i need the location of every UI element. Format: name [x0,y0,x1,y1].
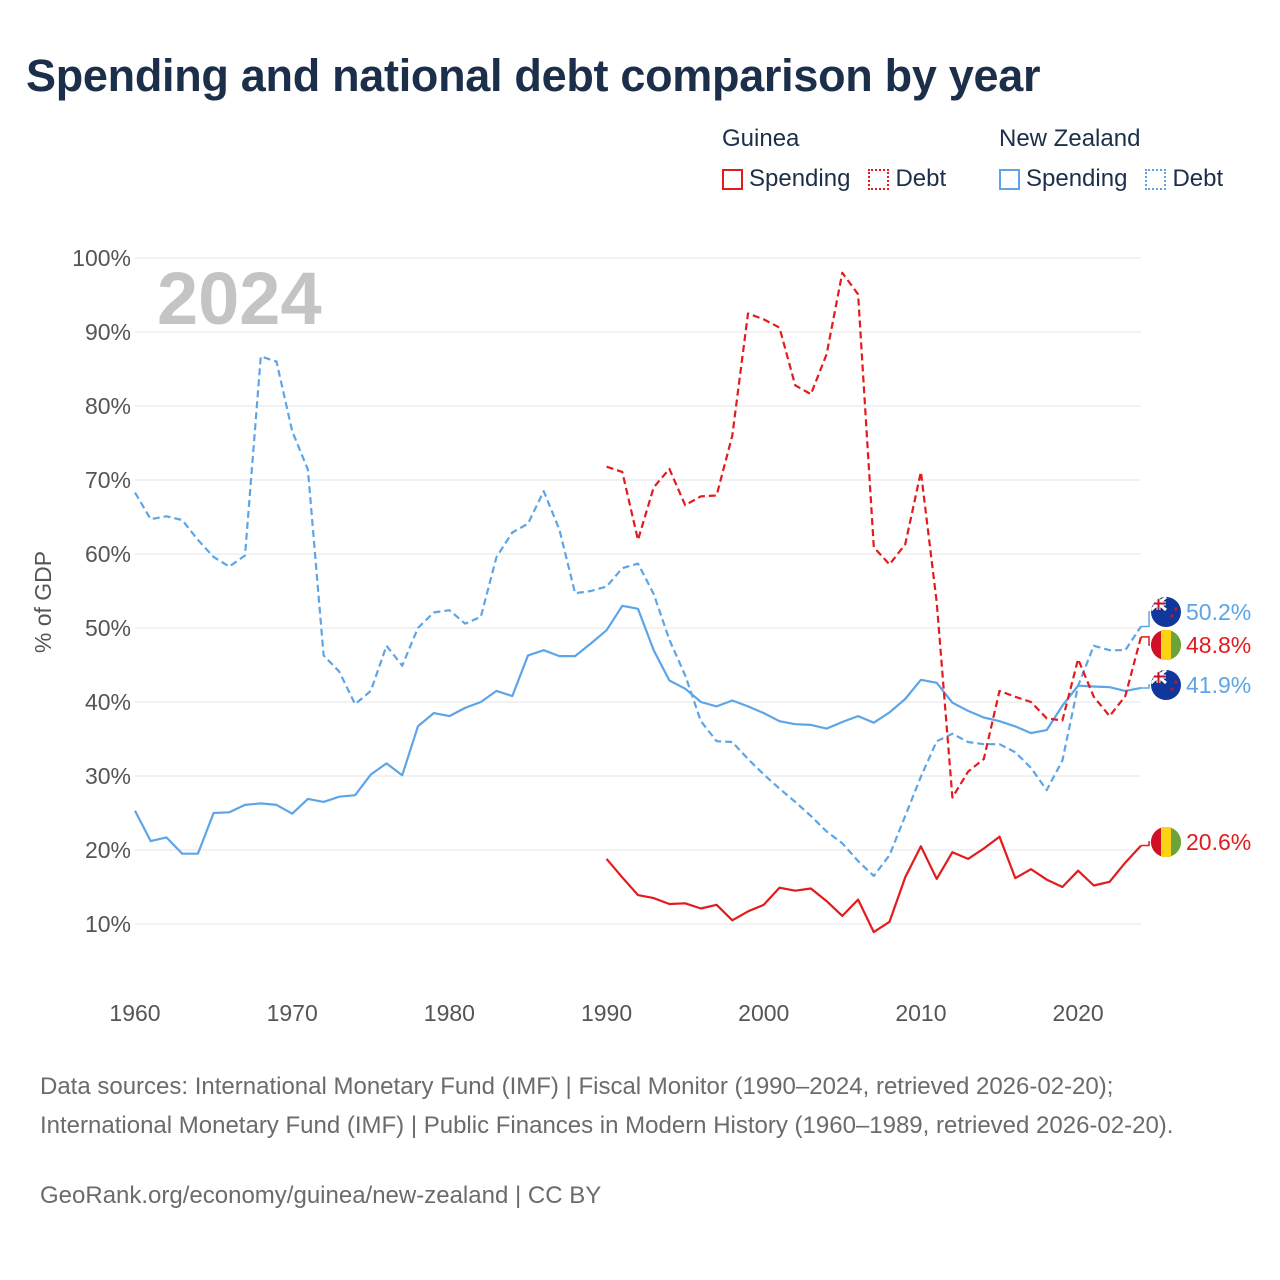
y-tick-label: 100% [72,245,131,271]
new-zealand-flag-icon [1151,670,1181,700]
legend-guinea-spending-label: Spending [749,165,851,192]
legend-solid-swatch-icon [999,168,1020,190]
legend-newzealand-debt[interactable]: Debt [1145,165,1223,193]
x-tick-label: 1970 [267,1000,318,1026]
y-axis-label: % of GDP [30,551,56,653]
nz-debt-line [134,355,1142,878]
legend-newzealand-spending[interactable]: Spending [999,165,1127,193]
new-zealand-flag-icon [1151,597,1181,627]
y-tick-label: 80% [85,393,131,419]
gn-debt-line [606,271,1143,799]
legend-newzealand-spending-label: Spending [1026,165,1128,192]
y-tick-label: 90% [85,319,131,345]
gn-spending-line [605,835,1142,934]
x-tick-label: 1960 [109,1000,160,1026]
y-tick-label: 40% [85,689,131,715]
gn-debt-end-label: 48.8% [1186,632,1251,658]
legend-guinea-name: Guinea [722,125,800,152]
y-tick-label: 70% [85,467,131,493]
x-tick-label: 2010 [895,1000,946,1026]
legend-guinea-debt-label: Debt [895,165,947,192]
nz-spending-line [134,604,1142,855]
legend-dotted-swatch-icon [868,168,890,190]
legend-dotted-swatch-icon [1145,168,1167,190]
y-tick-label: 50% [85,615,131,641]
nz-debt-end-label: 50.2% [1186,599,1251,625]
gn-spending-end-label: 20.6% [1186,829,1251,855]
guinea-flag-icon [1151,827,1181,857]
legend-guinea-spending[interactable]: Spending [722,165,850,193]
nz-spending-end-label: 41.9% [1186,672,1251,698]
x-tick-label: 1990 [581,1000,632,1026]
data-sources: Data sources: International Monetary Fun… [40,1073,1174,1139]
y-tick-label: 60% [85,541,131,567]
legend-guinea: Guinea Spending Debt [722,125,964,193]
series [134,271,1143,934]
x-tick-label: 1980 [424,1000,475,1026]
guinea-flag-icon [1151,630,1181,660]
legend-newzealand-name: New Zealand [999,125,1141,152]
nz-debt-leader [1141,611,1150,628]
legend-solid-swatch-icon [722,168,743,190]
nz-spending-leader [1141,684,1150,689]
legend-newzealand-debt-label: Debt [1172,165,1224,192]
gn-debt-leader [1141,636,1150,646]
year-label: 2024 [157,257,322,340]
x-tick-label: 2000 [738,1000,789,1026]
gn-spending-leader [1141,841,1150,847]
y-tick-label: 20% [85,837,131,863]
credit-link[interactable]: GeoRank.org/economy/guinea/new-zealand |… [40,1182,602,1209]
legend-newzealand: New Zealand Spending Debt [999,125,1241,193]
line-chart: 10% 20% 30% 40% 50% 60% 70% 80% 90% 100% 1960 1970 1… [30,245,1251,1026]
legend-guinea-debt[interactable]: Debt [868,165,946,193]
grid: 10% 20% 30% 40% 50% 60% 70% 80% 90% 100% 1960 1970 1… [72,245,1141,1026]
chart-title: Spending and national debt comparison by… [26,50,1041,101]
y-tick-label: 30% [85,763,131,789]
x-tick-label: 2020 [1053,1000,1104,1026]
y-tick-label: 10% [85,911,131,937]
end-labels: 50.2% 41.9% 48.8% 20.6% [1141,597,1251,857]
